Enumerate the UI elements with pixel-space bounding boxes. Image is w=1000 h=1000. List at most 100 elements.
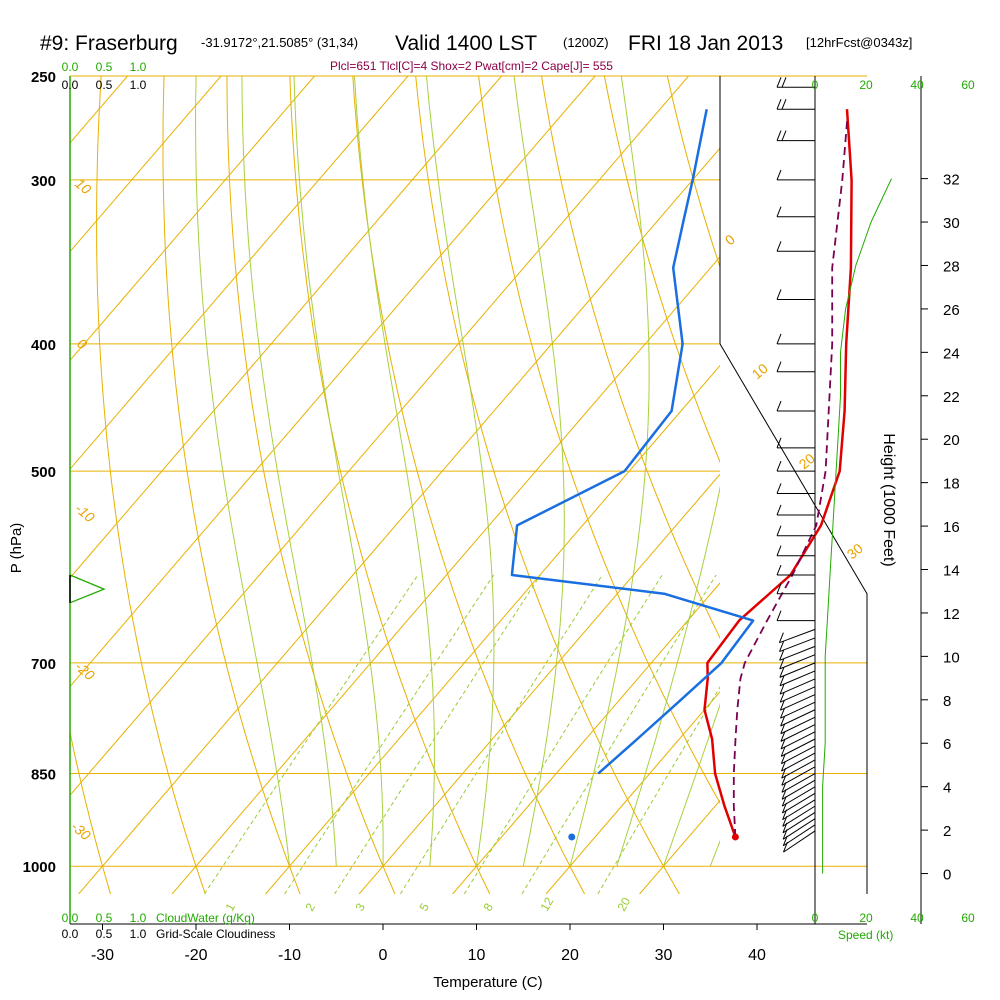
moist-adiabat-line [513,76,565,867]
moist-adiabat-line [293,76,384,867]
height-tick-label: 2 [943,823,951,840]
temp-tick-label: 30 [655,947,673,964]
temp-tick-label: 40 [748,947,766,964]
mixing-ratio-label: 3 [352,900,368,913]
pressure-tick-label: 700 [31,656,56,673]
cloudiness-tick-top: 0.5 [96,78,113,92]
height-tick-label: 28 [943,258,960,275]
isotherm-label: 0 [722,231,738,248]
height-axis-label: Height (1000 Feet) [880,433,897,566]
height-tick-label: 6 [943,736,951,753]
dry-adiabat-line [856,76,1000,894]
isotherm-line [70,76,502,579]
wind-speed-line [822,178,892,874]
cloudwater-tick-bottom: 0.0 [62,911,79,925]
wind-barb [782,830,816,853]
parcel-line [732,119,849,838]
wind-barb [776,545,815,557]
wind-barb [776,289,815,300]
grid-layer [0,75,1000,894]
wind-barb [779,662,816,678]
mixing-ratio-line [334,574,541,894]
wind-barb [779,678,816,695]
mixing-ratio-line [521,574,717,894]
cloudwater-line [69,574,106,604]
speed-axis-label: Speed (kt) [838,928,893,942]
cloudwater-tick-bottom: 1.0 [130,911,147,925]
height-tick-label: 32 [943,172,960,189]
dry-adiabat-line [162,76,301,894]
temp-tick-label: -10 [278,947,301,964]
y-axis-label: P (hPa) [8,523,25,574]
isotherm-line [78,147,720,894]
wind-barb [780,738,816,757]
wind-barb [776,483,815,494]
wind-barb [780,745,816,765]
speed-tick-top: 40 [910,78,924,92]
speed-tick-bottom: 0 [812,911,819,925]
wind-barb [779,645,816,661]
dry-adiabat-line [289,76,491,894]
station-title: #9: Fraserburg [40,32,178,55]
height-tick-label: 22 [943,389,960,406]
wind-barb [780,724,816,742]
moist-adiabat-line [616,485,720,867]
wind-barb [781,759,816,779]
cloudiness-tick-bottom: 1.0 [130,927,147,941]
wind-barb [780,701,816,719]
wind-barb [776,610,815,622]
wind-barb [782,824,816,847]
dry-adiabat-line [415,76,680,894]
temperature-line [703,109,853,838]
mixing-ratio-label: 20 [614,895,633,914]
dewpoint-line [510,108,755,775]
height-tick-label: 4 [943,780,951,797]
dry-adiabat-label: -10 [72,500,98,525]
wind-barb [779,670,816,687]
wind-barb [776,333,815,345]
moist-adiabat-line [195,76,290,867]
dry-adiabat-line [352,76,586,894]
isotherm-line [452,582,720,894]
mixing-ratio-label: 5 [416,900,432,913]
mixing-ratio-label: 8 [480,900,496,913]
height-tick-label: 16 [943,519,960,536]
wind-barb [776,206,815,218]
speed-tick-bottom: 40 [910,911,924,925]
isotherm-line [265,364,720,894]
wind-barb [776,77,815,88]
wind-barb [776,504,815,516]
isotherm-line [0,76,34,894]
speed-tick-top: 20 [859,78,873,92]
cloudwater-label: CloudWater (g/Kg) [156,911,255,925]
wind-barb [779,637,816,653]
moist-adiabat-line [241,76,337,867]
isotherm-line [70,76,596,688]
wind-barb [781,773,816,793]
isotherm-line [70,76,128,144]
isotherm-line [920,76,1000,894]
wind-barb [776,525,815,537]
pressure-tick-label: 250 [31,69,56,86]
wind-barb [780,716,816,735]
speed-tick-top: 60 [961,78,975,92]
pressure-tick-label: 300 [31,173,56,190]
speed-tick-top: 0 [812,78,819,92]
indices-subtitle: Plcl=651 Tlcl[C]=4 Shox=2 Pwat[cm]=2 Cap… [330,59,613,73]
isotherm-line [70,76,409,470]
isotherm-label: 10 [749,360,771,382]
wind-barb [780,731,816,750]
isotherm-line [70,76,689,797]
dry-adiabat-line [226,76,396,894]
moist-adiabat-line [569,76,650,867]
temp-tick-label: -20 [184,947,207,964]
moist-adiabat-line [426,76,495,867]
mixing-ratio-line [284,574,495,894]
wind-barb [776,437,815,449]
isotherm-line [358,473,720,894]
wind-barb [778,628,816,644]
wind-barb [776,169,815,181]
speed-tick-bottom: 20 [859,911,873,925]
